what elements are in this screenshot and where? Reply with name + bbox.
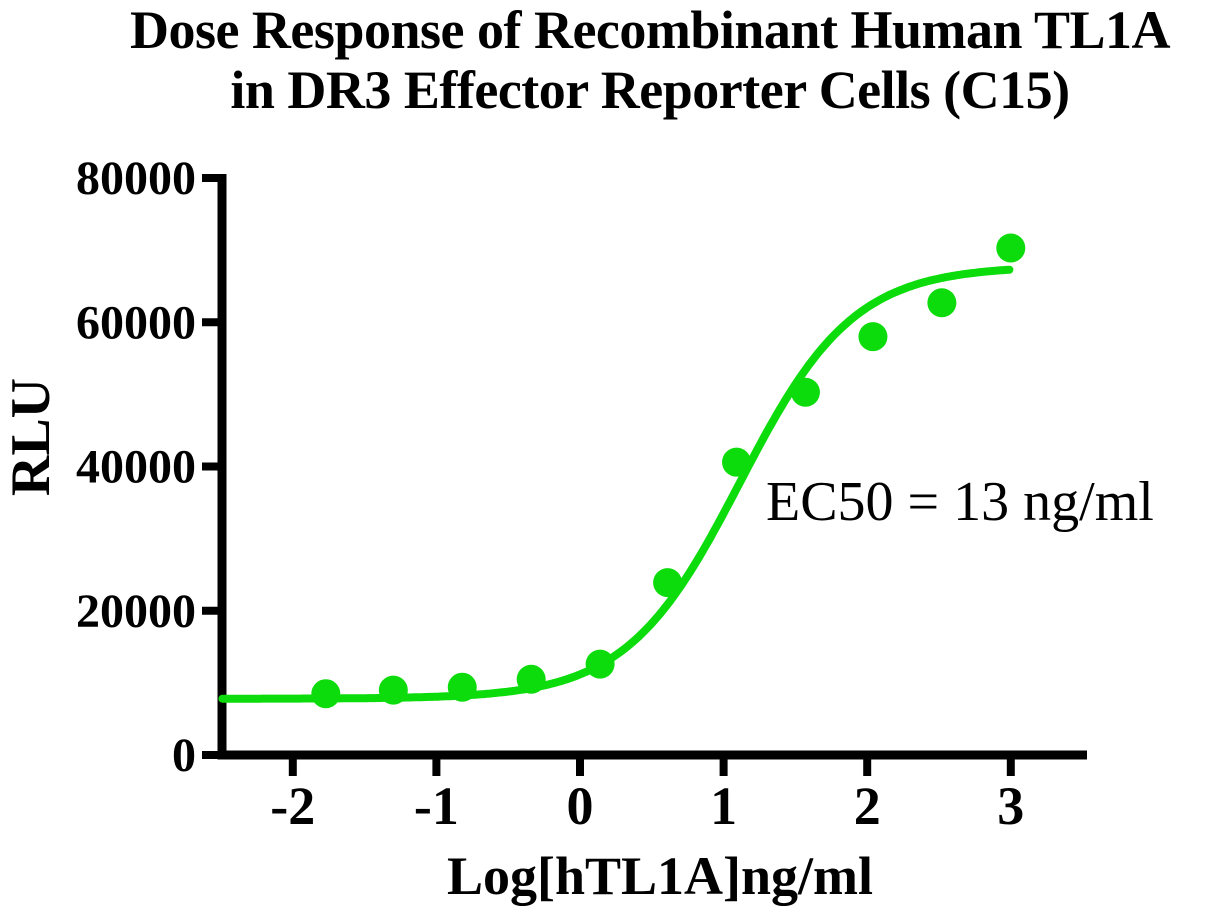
data-point <box>311 679 341 709</box>
data-point <box>722 447 752 477</box>
data-point <box>996 233 1026 263</box>
data-point <box>653 568 683 598</box>
x-tick-label: 2 <box>854 776 881 836</box>
y-tick-label: 40000 <box>76 441 196 494</box>
y-tick-label: 60000 <box>76 296 196 349</box>
x-tick-label: 1 <box>710 776 737 836</box>
data-point <box>927 288 957 318</box>
data-point <box>378 675 408 705</box>
chart-title-line2: in DR3 Effector Reporter Cells (C15) <box>230 60 1070 120</box>
data-point <box>585 649 615 679</box>
ec50-annotation: EC50 = 13 ng/ml <box>766 471 1154 533</box>
y-tick-label: 20000 <box>76 585 196 638</box>
dose-response-curve <box>218 265 1014 703</box>
data-point <box>858 322 888 352</box>
y-tick-label: 0 <box>172 729 196 782</box>
x-tick-label: 3 <box>997 776 1024 836</box>
data-point <box>516 664 546 694</box>
y-axis-title: RLU <box>0 377 62 497</box>
data-point <box>447 672 477 702</box>
y-tick-label: 80000 <box>76 152 196 205</box>
x-axis-title: Log[hTL1A]ng/ml <box>446 846 874 906</box>
x-tick-label: -2 <box>270 776 315 836</box>
data-point <box>790 377 820 407</box>
chart-title: Dose Response of Recombinant Human TL1A … <box>92 0 1208 120</box>
chart-title-line1: Dose Response of Recombinant Human TL1A <box>129 0 1171 60</box>
x-tick-label: -1 <box>414 776 459 836</box>
x-tick-label: 0 <box>567 776 594 836</box>
